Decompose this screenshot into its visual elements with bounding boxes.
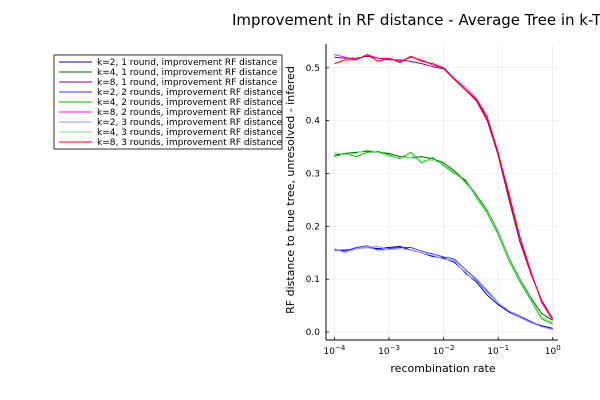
legend-label: k=4, 3 rounds, improvement RF distance bbox=[97, 128, 282, 138]
series-lines bbox=[334, 54, 554, 330]
y-tick-label: 0.2 bbox=[306, 222, 320, 232]
legend-label: k=2, 1 round, improvement RF distance bbox=[97, 58, 278, 68]
legend-label: k=2, 3 rounds, improvement RF distance bbox=[97, 118, 282, 128]
tick-labels: 10−4 10−3 10−2 10−1 100 0.0 0.1 0.2 0.3 0.4 0.5 bbox=[306, 64, 561, 357]
y-tick-label: 0.0 bbox=[306, 328, 321, 338]
legend-label: k=2, 2 rounds, improvement RF distance bbox=[97, 88, 282, 98]
y-tick-label: 0.5 bbox=[306, 64, 320, 74]
y-tick-label: 0.1 bbox=[306, 275, 320, 285]
legend-label: k=8, 1 round, improvement RF distance bbox=[97, 78, 278, 88]
series-line-9 bbox=[334, 54, 554, 320]
x-tick-label: 100 bbox=[545, 344, 561, 357]
x-tick-label: 10−3 bbox=[378, 344, 400, 357]
series-line-7 bbox=[334, 245, 553, 330]
y-tick-label: 0.4 bbox=[306, 117, 321, 127]
y-axis-label: RF distance to true tree, unresolved - i… bbox=[284, 66, 297, 314]
legend: k=2, 1 round, improvement RF distancek=4… bbox=[53, 54, 282, 150]
x-tick-label: 10−1 bbox=[487, 344, 509, 357]
axes bbox=[325, 44, 558, 341]
x-axis-label: recombination rate bbox=[390, 362, 495, 375]
legend-label: k=4, 2 rounds, improvement RF distance bbox=[97, 98, 282, 108]
x-tick-label: 10−4 bbox=[324, 344, 346, 357]
grid-lines bbox=[326, 44, 558, 340]
chart-title: Improvement in RF distance - Average Tre… bbox=[232, 11, 600, 29]
series-line-8 bbox=[334, 149, 553, 324]
y-tick-label: 0.3 bbox=[306, 170, 320, 180]
legend-label: k=4, 1 round, improvement RF distance bbox=[97, 68, 278, 78]
legend-label: k=8, 3 rounds, improvement RF distance bbox=[97, 138, 282, 148]
x-tick-label: 10−2 bbox=[433, 344, 455, 357]
legend-label: k=8, 2 rounds, improvement RF distance bbox=[97, 108, 282, 118]
legend-items: k=2, 1 round, improvement RF distancek=4… bbox=[59, 58, 282, 148]
series-line-5 bbox=[334, 150, 553, 325]
